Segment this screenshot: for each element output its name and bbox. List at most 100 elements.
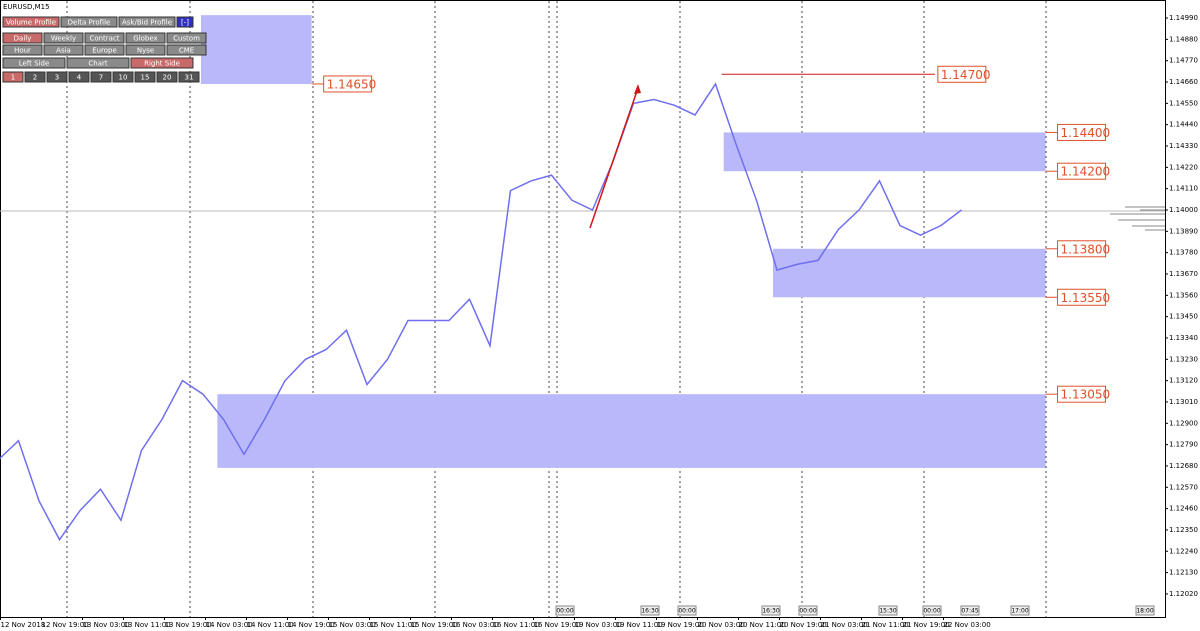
time-tag: 00:00 [923,608,940,615]
zones: 1.14650 1.14400 1.14200 1.13800 1.13550 1.130… [200,15,1111,468]
toolbar-button[interactable] [84,44,125,56]
x-tick-label: 15 Nov 19:00 [411,621,458,629]
toolbar-button[interactable] [130,57,194,69]
x-tick-label: 14 Nov 11:00 [247,621,294,629]
x-tick-label: 19 Nov 11:00 [616,621,663,629]
level-label: 1.14700 [941,68,991,82]
time-tag: 00:00 [556,608,573,615]
x-tick-label: 20 Nov 03:00 [698,621,745,629]
toolbar-button[interactable] [176,16,194,28]
toolbar-button[interactable] [60,16,118,28]
toolbar-button-label[interactable]: Asia [56,47,71,55]
toolbar-button-label[interactable]: Contract [89,35,119,43]
toolbar-button[interactable] [125,44,166,56]
y-tick-label: 1.14660 [1169,78,1198,86]
toolbar-button[interactable] [125,32,166,44]
toolbar-button-label[interactable]: Weekly [51,35,76,43]
toolbar-button[interactable] [118,16,176,28]
toolbar-button-label[interactable]: 2 [33,74,37,82]
zone [200,15,312,84]
x-tick-label: 19 Nov 19:00 [657,621,704,629]
time-tag-box [677,605,697,616]
axis-layer: 1.14990 1.14880 1.14770 1.14660 1.14550 1.144… [0,14,1198,629]
level-label: 1.13050 [1061,388,1111,402]
toolbar-button-label[interactable]: 1 [11,74,15,82]
level-label-box [937,65,987,83]
toolbar-button-label[interactable]: Custom [173,35,200,43]
level-label: 1.14200 [1061,165,1111,179]
x-tick-label: 21 Nov 19:00 [903,621,950,629]
toolbar-button[interactable] [46,71,68,83]
toolbar-button-label[interactable]: [-] [181,19,189,27]
x-tick-label: 19 Nov 03:00 [575,621,622,629]
toolbar-button[interactable] [24,71,46,83]
level-label: 1.13800 [1061,242,1111,256]
time-tag-box [761,605,781,616]
toolbar-button-label[interactable]: 15 [141,74,150,82]
toolbar-button[interactable] [43,32,84,44]
plot-frame [0,0,1166,618]
toolbar-button-label[interactable]: 10 [119,74,128,82]
y-tick-label: 1.12900 [1169,419,1198,427]
toolbar-button[interactable] [166,32,207,44]
y-tick-label: 1.13890 [1169,227,1198,235]
toolbar-button-label[interactable]: Right Side [144,60,180,68]
level-label-box [1057,288,1107,306]
series-layer [0,82,962,542]
toolbar-button-label[interactable]: 3 [55,74,59,82]
x-tick-label: 16 Nov 11:00 [493,621,540,629]
toolbar-button[interactable] [2,57,66,69]
toolbar-button[interactable] [2,16,60,28]
x-tick-label: 20 Nov 19:00 [780,621,827,629]
toolbar-button-label[interactable]: Daily [14,35,32,43]
toolbar-button-label[interactable]: 7 [99,74,103,82]
toolbar-button[interactable] [178,71,200,83]
y-tick-label: 1.13780 [1169,249,1198,257]
toolbar-button-label[interactable]: Delta Profile [68,19,111,27]
y-tick-label: 1.13010 [1169,398,1198,406]
toolbar-button[interactable] [84,32,125,44]
toolbar-button-label[interactable]: Nyse [137,47,154,55]
time-tag-box [640,605,660,616]
toolbar-button-label[interactable]: Left Side [19,60,50,68]
toolbar-button[interactable] [90,71,112,83]
x-tick-label: 21 Nov 03:00 [821,621,868,629]
y-tick-label: 1.13450 [1169,313,1198,321]
y-tick-label: 1.14990 [1169,14,1198,22]
toolbar-button[interactable] [112,71,134,83]
toolbar-button[interactable] [66,57,130,69]
y-tick-label: 1.14110 [1169,185,1198,193]
toolbar-button-label[interactable]: Hour [14,47,31,55]
toolbar-button[interactable] [2,71,24,83]
toolbar-button-label[interactable]: 31 [185,74,194,82]
toolbar-button[interactable] [2,32,43,44]
toolbar-button-label[interactable]: CME [179,47,194,55]
x-tick-label: 12 Nov 2018 [1,621,46,629]
toolbar-button[interactable] [156,71,178,83]
toolbar-button[interactable] [134,71,156,83]
zone [217,394,1046,468]
toolbar-button-label[interactable]: 4 [77,74,82,82]
trend-arrow [589,87,639,229]
zone [723,132,1046,172]
toolbar-button[interactable] [2,44,43,56]
x-tick-label: 16 Nov 03:00 [452,621,499,629]
x-tick-label: 16 Nov 19:00 [534,621,581,629]
y-tick-label: 1.12130 [1169,569,1198,577]
toolbar-button-label[interactable]: Chart [88,60,107,68]
toolbar-button-label[interactable]: 20 [163,74,172,82]
toolbar-button[interactable] [43,44,84,56]
toolbar-button-label[interactable]: Globex [133,35,157,43]
toolbar-button-label[interactable]: Ask/Bid Profile [122,19,172,27]
time-tag-box [1010,605,1030,616]
time-tags: 00:00 16:30 00:00 16:30 00:00 15:30 00:00 07:45… [555,605,1155,616]
level-label-box [1057,123,1107,141]
zone [772,248,1046,298]
toolbar-button[interactable] [68,71,90,83]
level-label: 1.13550 [1061,291,1111,305]
toolbar-button-label[interactable]: Volume Profile [6,19,56,27]
toolbar-button[interactable] [166,44,207,56]
toolbar-button-label[interactable]: Europe [92,47,117,55]
